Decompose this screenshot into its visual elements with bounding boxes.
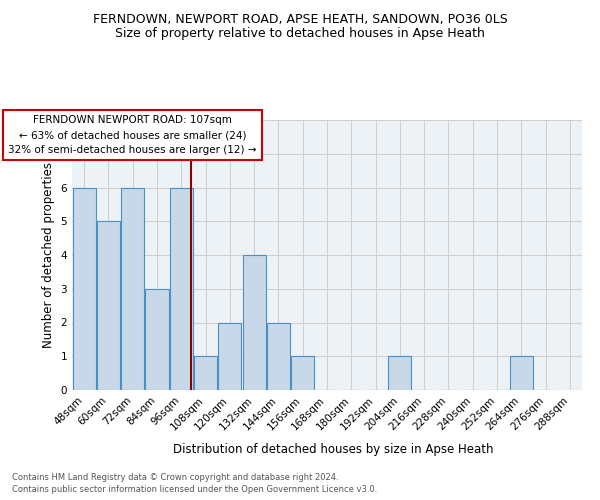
Text: Contains public sector information licensed under the Open Government Licence v3: Contains public sector information licen… [12, 485, 377, 494]
Bar [388, 356, 412, 390]
Bar [218, 322, 241, 390]
Bar [242, 255, 266, 390]
Text: Contains HM Land Registry data © Crown copyright and database right 2024.: Contains HM Land Registry data © Crown c… [12, 472, 338, 482]
Text: FERNDOWN NEWPORT ROAD: 107sqm
← 63% of detached houses are smaller (24)
32% of s: FERNDOWN NEWPORT ROAD: 107sqm ← 63% of d… [8, 116, 257, 155]
Bar [97, 221, 120, 390]
Text: Size of property relative to detached houses in Apse Heath: Size of property relative to detached ho… [115, 28, 485, 40]
Bar [194, 356, 217, 390]
Bar [121, 188, 145, 390]
Bar [73, 188, 96, 390]
Text: FERNDOWN, NEWPORT ROAD, APSE HEATH, SANDOWN, PO36 0LS: FERNDOWN, NEWPORT ROAD, APSE HEATH, SAND… [92, 12, 508, 26]
Bar [267, 322, 290, 390]
Bar [145, 289, 169, 390]
Bar [509, 356, 533, 390]
Text: Distribution of detached houses by size in Apse Heath: Distribution of detached houses by size … [173, 442, 493, 456]
Y-axis label: Number of detached properties: Number of detached properties [42, 162, 55, 348]
Bar [291, 356, 314, 390]
Bar [170, 188, 193, 390]
